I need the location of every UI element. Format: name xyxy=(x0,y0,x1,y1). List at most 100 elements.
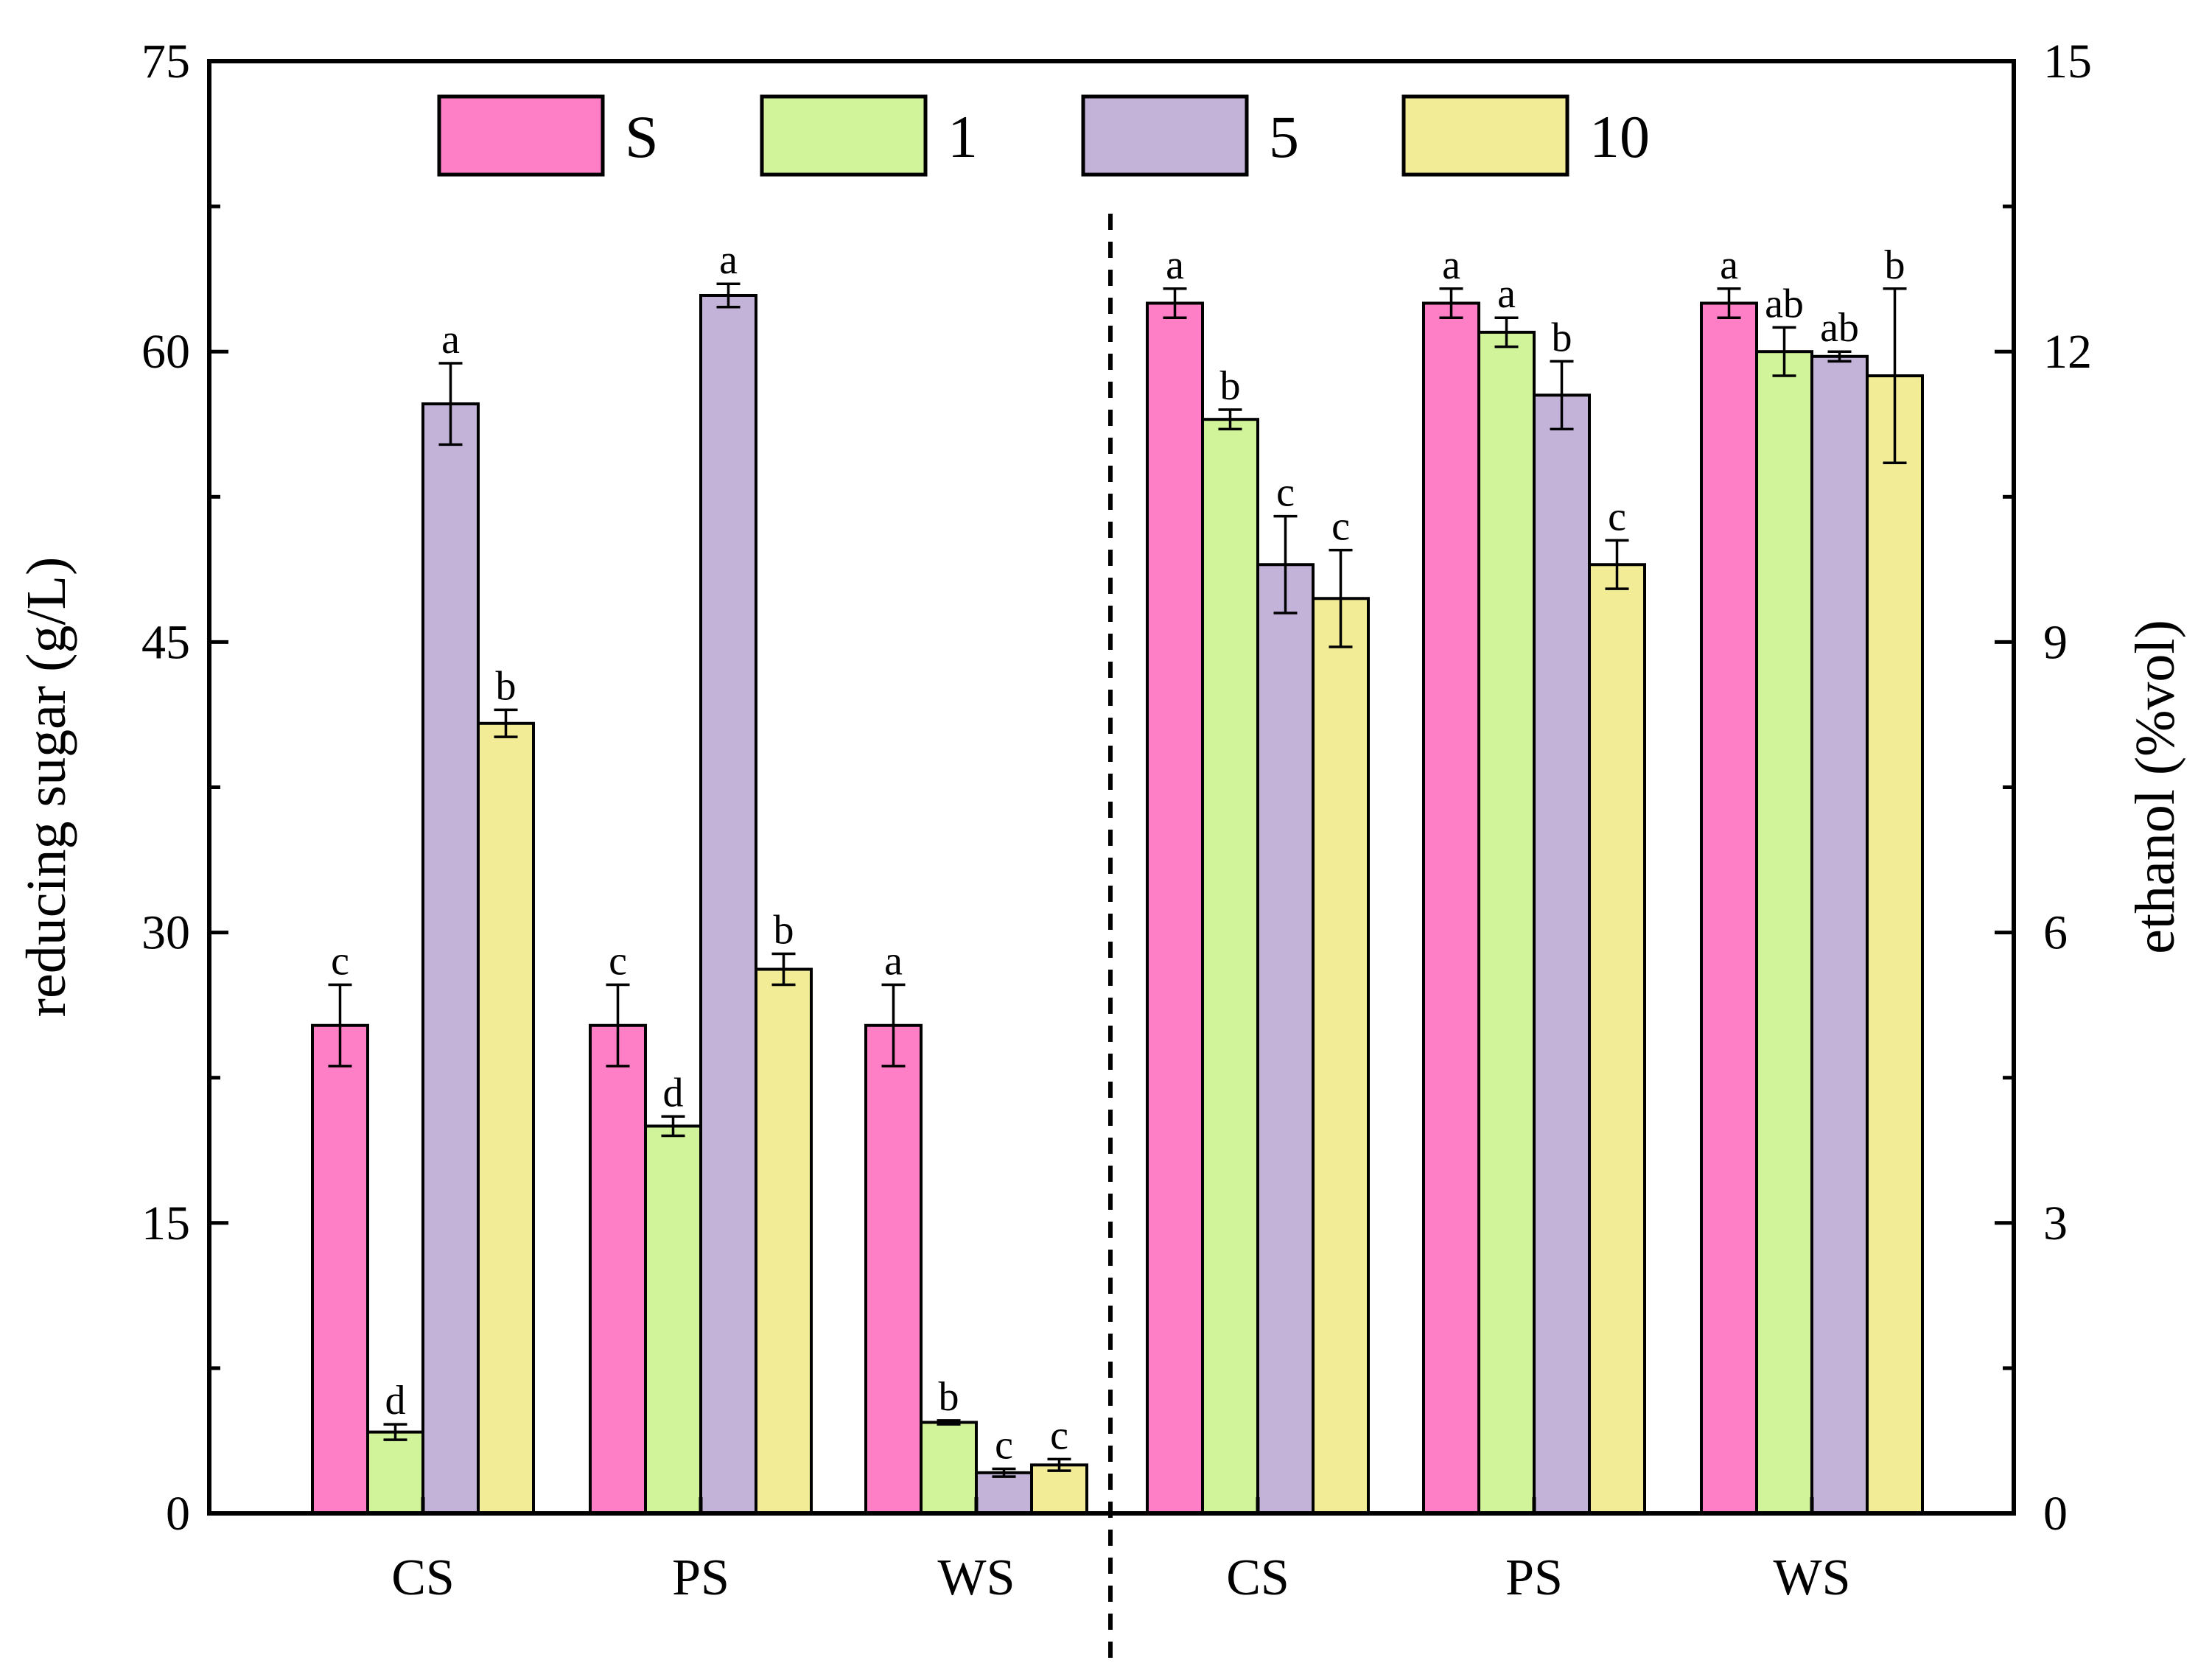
bar-reducing_sugar-PS-10 xyxy=(755,967,813,1515)
legend-label: 10 xyxy=(1589,103,1650,170)
right-tick-label: 12 xyxy=(2043,325,2092,379)
right-axis-ticks: 0 3 6 9 12 15 xyxy=(1995,35,2092,1541)
error-bar-ethanol-WS-10 xyxy=(1883,287,1907,465)
x-axis-ticks: CS PS WS CS PS WS xyxy=(391,1497,1851,1606)
error-bar-reducing_sugar-WS-1 xyxy=(937,1419,961,1426)
error-bar-ethanol-CS-10 xyxy=(1329,548,1353,648)
bar-reducing_sugar-CS-5 xyxy=(421,402,480,1515)
bar-ethanol-WS-10 xyxy=(1866,374,1924,1515)
significance-label-reducing_sugar-PS-10: b xyxy=(774,908,794,953)
left-tick-label: 0 xyxy=(166,1487,190,1541)
bar-reducing_sugar-PS-5 xyxy=(699,293,757,1515)
error-bar-ethanol-PS-S xyxy=(1439,287,1463,319)
bar-ethanol-PS-5 xyxy=(1533,393,1591,1516)
bars-layer xyxy=(311,293,1924,1516)
significance-label-reducing_sugar-WS-1: b xyxy=(939,1374,959,1420)
bar-reducing_sugar-PS-S xyxy=(589,1023,647,1515)
significance-label-reducing_sugar-CS-1: d xyxy=(385,1378,406,1423)
significance-label-ethanol-WS-1: ab xyxy=(1765,281,1804,326)
legend-label: S xyxy=(625,103,659,170)
legend-item-1: 1 xyxy=(760,94,978,177)
right-tick-label: 6 xyxy=(2043,906,2068,960)
legend: S 1 5 10 xyxy=(437,94,1650,177)
right-tick-label: 0 xyxy=(2043,1487,2068,1541)
legend-swatch xyxy=(760,94,928,177)
significance-label-reducing_sugar-WS-S: a xyxy=(884,939,903,984)
left-tick-label: 30 xyxy=(141,906,190,960)
error-bar-reducing_sugar-PS-10 xyxy=(771,952,796,987)
bar-reducing_sugar-PS-1 xyxy=(644,1124,702,1515)
significance-label-ethanol-CS-S: a xyxy=(1166,242,1184,288)
error-bar-reducing_sugar-PS-1 xyxy=(661,1115,685,1138)
significance-label-ethanol-PS-10: c xyxy=(1608,494,1626,539)
bar-reducing_sugar-WS-10 xyxy=(1030,1463,1088,1516)
significance-label-ethanol-WS-5: ab xyxy=(1820,305,1859,351)
legend-item-10: 10 xyxy=(1401,94,1650,177)
x-tick-label-reducing_sugar-PS: PS xyxy=(672,1549,729,1606)
significance-label-reducing_sugar-PS-1: d xyxy=(663,1070,684,1116)
significance-label-ethanol-WS-10: b xyxy=(1885,242,1905,288)
left-axis-label: reducing sugar (g/L) xyxy=(15,557,77,1018)
error-bar-ethanol-WS-1 xyxy=(1772,326,1796,377)
error-bar-reducing_sugar-CS-10 xyxy=(494,708,518,738)
error-bar-reducing_sugar-CS-5 xyxy=(438,362,463,446)
significance-label-ethanol-CS-10: c xyxy=(1331,504,1350,550)
significance-label-reducing_sugar-CS-5: a xyxy=(441,317,460,363)
error-bar-reducing_sugar-WS-10 xyxy=(1047,1457,1071,1472)
bar-reducing_sugar-WS-5 xyxy=(975,1471,1033,1516)
bar-ethanol-CS-S xyxy=(1146,301,1204,1515)
error-bars-layer xyxy=(328,282,1907,1478)
x-tick-label-ethanol-WS: WS xyxy=(1774,1549,1851,1606)
x-tick-label-reducing_sugar-CS: CS xyxy=(391,1549,455,1606)
left-tick-label: 45 xyxy=(141,615,190,669)
significance-label-reducing_sugar-WS-10: c xyxy=(1050,1412,1068,1458)
bar-ethanol-WS-1 xyxy=(1755,350,1813,1516)
legend-label: 1 xyxy=(948,103,978,170)
significance-label-ethanol-CS-5: c xyxy=(1276,470,1295,516)
bar-reducing_sugar-WS-S xyxy=(864,1023,923,1515)
bar-ethanol-WS-S xyxy=(1700,301,1758,1515)
legend-item-S: S xyxy=(437,94,659,177)
bar-ethanol-CS-1 xyxy=(1201,418,1259,1515)
right-tick-label: 9 xyxy=(2043,615,2068,669)
bar-reducing_sugar-CS-10 xyxy=(477,721,535,1515)
bar-ethanol-PS-S xyxy=(1422,301,1480,1515)
error-bar-reducing_sugar-PS-5 xyxy=(716,282,741,309)
significance-label-ethanol-PS-S: a xyxy=(1442,242,1460,288)
right-tick-label: 15 xyxy=(2043,35,2092,88)
left-axis-ticks: 0 15 30 45 60 75 xyxy=(141,35,228,1541)
bar-ethanol-PS-10 xyxy=(1588,563,1646,1515)
error-bar-ethanol-CS-1 xyxy=(1218,408,1242,431)
left-tick-label: 75 xyxy=(141,35,190,88)
significance-label-ethanol-WS-S: a xyxy=(1720,242,1738,288)
error-bar-ethanol-PS-10 xyxy=(1605,539,1629,590)
error-bar-ethanol-PS-1 xyxy=(1494,316,1519,349)
legend-swatch xyxy=(1401,94,1569,177)
error-bar-ethanol-CS-5 xyxy=(1273,514,1298,614)
error-bar-ethanol-WS-S xyxy=(1717,287,1741,319)
significance-label-reducing_sugar-WS-5: c xyxy=(995,1423,1013,1468)
error-bar-ethanol-CS-S xyxy=(1163,287,1187,319)
error-bar-reducing_sugar-WS-5 xyxy=(992,1467,1016,1478)
error-bar-ethanol-WS-5 xyxy=(1827,350,1852,363)
significance-label-reducing_sugar-PS-5: a xyxy=(719,237,738,283)
significance-label-reducing_sugar-PS-S: c xyxy=(609,939,627,984)
error-bar-reducing_sugar-WS-S xyxy=(881,983,906,1068)
x-tick-label-reducing_sugar-WS: WS xyxy=(938,1549,1015,1606)
x-tick-label-ethanol-PS: PS xyxy=(1505,1549,1563,1606)
significance-label-ethanol-PS-5: b xyxy=(1552,315,1572,360)
left-tick-label: 60 xyxy=(141,325,190,379)
legend-swatch xyxy=(437,94,605,177)
significance-label-ethanol-PS-1: a xyxy=(1497,271,1516,317)
error-bar-reducing_sugar-CS-S xyxy=(328,983,352,1068)
x-tick-label-ethanol-CS: CS xyxy=(1226,1549,1289,1606)
error-bar-reducing_sugar-CS-1 xyxy=(383,1423,407,1441)
legend-item-5: 5 xyxy=(1081,94,1299,177)
legend-label: 5 xyxy=(1269,103,1299,170)
bar-ethanol-CS-10 xyxy=(1312,597,1370,1515)
bar-reducing_sugar-CS-1 xyxy=(366,1430,424,1516)
legend-swatch xyxy=(1081,94,1249,177)
bar-reducing_sugar-WS-1 xyxy=(920,1421,978,1516)
